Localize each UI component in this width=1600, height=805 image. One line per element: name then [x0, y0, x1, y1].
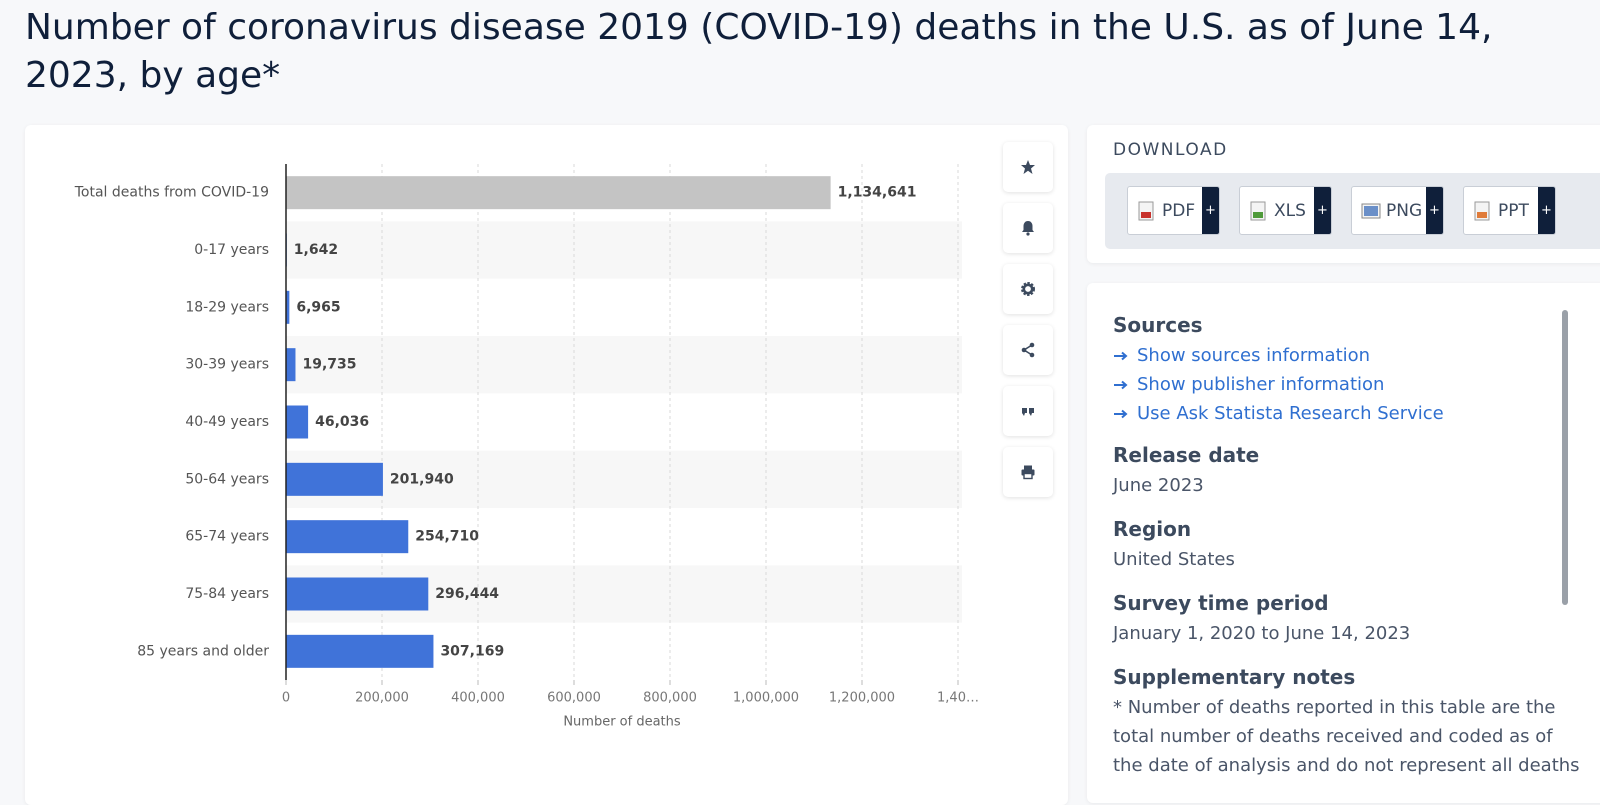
png-icon — [1360, 200, 1382, 222]
button-label: XLS — [1270, 201, 1314, 221]
button-more: + — [1202, 187, 1219, 234]
button-more: + — [1314, 187, 1331, 234]
cite-button[interactable] — [1003, 386, 1053, 436]
quote-icon — [1020, 403, 1036, 419]
release-value: June 2023 — [1113, 471, 1204, 501]
arrow-icon — [1113, 380, 1129, 390]
sources-heading: Sources — [1113, 310, 1203, 340]
print-button[interactable] — [1003, 447, 1053, 497]
alert-button[interactable] — [1003, 203, 1053, 253]
pdf-icon — [1136, 200, 1158, 222]
button-more: + — [1538, 187, 1555, 234]
print-icon — [1020, 464, 1036, 480]
survey-value: January 1, 2020 to June 14, 2023 — [1113, 619, 1410, 649]
download-card: DOWNLOAD PDF+ XLS+ PNG+ PPT+ — [1087, 125, 1600, 263]
download-xls[interactable]: XLS+ — [1239, 186, 1332, 235]
arrow-icon — [1113, 409, 1129, 419]
details-card: Sources Show sources information Show pu… — [1087, 283, 1600, 803]
button-label: PPT — [1494, 201, 1538, 221]
notes-text: * Number of deaths reported in this tabl… — [1113, 693, 1580, 780]
source-link[interactable]: Use Ask Statista Research Service — [1113, 399, 1444, 428]
button-label: PNG — [1382, 201, 1426, 221]
note-line: the date of analysis and do not represen… — [1113, 751, 1580, 780]
icon-column — [1003, 142, 1053, 497]
download-heading: DOWNLOAD — [1113, 140, 1228, 160]
survey-heading: Survey time period — [1113, 588, 1329, 618]
note-line: * Number of deaths reported in this tabl… — [1113, 693, 1580, 722]
bell-icon — [1020, 220, 1036, 236]
download-pdf[interactable]: PDF+ — [1127, 186, 1220, 235]
star-icon — [1020, 159, 1036, 175]
sources-links: Show sources information Show publisher … — [1113, 341, 1444, 428]
share-button[interactable] — [1003, 325, 1053, 375]
note-line: total number of deaths received and code… — [1113, 722, 1580, 751]
share-icon — [1020, 342, 1036, 358]
link-text: Show publisher information — [1137, 370, 1384, 399]
region-heading: Region — [1113, 514, 1191, 544]
settings-button[interactable] — [1003, 264, 1053, 314]
link-text: Show sources information — [1137, 341, 1370, 370]
page-title: Number of coronavirus disease 2019 (COVI… — [25, 4, 1595, 100]
ppt-icon — [1472, 200, 1494, 222]
button-label: PDF — [1158, 201, 1202, 221]
download-png[interactable]: PNG+ — [1351, 186, 1444, 235]
release-heading: Release date — [1113, 440, 1259, 470]
notes-heading: Supplementary notes — [1113, 662, 1355, 692]
favorite-button[interactable] — [1003, 142, 1053, 192]
download-ppt[interactable]: PPT+ — [1463, 186, 1556, 235]
gear-icon — [1020, 281, 1036, 297]
source-link[interactable]: Show sources information — [1113, 341, 1444, 370]
xls-icon — [1248, 200, 1270, 222]
page: Number of coronavirus disease 2019 (COVI… — [0, 0, 1600, 779]
scrollbar[interactable] — [1562, 310, 1568, 605]
link-text: Use Ask Statista Research Service — [1137, 399, 1444, 428]
region-value: United States — [1113, 545, 1235, 575]
source-link[interactable]: Show publisher information — [1113, 370, 1444, 399]
button-more: + — [1426, 187, 1443, 234]
chart-card — [25, 125, 1068, 805]
arrow-icon — [1113, 351, 1129, 361]
download-buttons: PDF+ XLS+ PNG+ PPT+ — [1127, 186, 1556, 235]
